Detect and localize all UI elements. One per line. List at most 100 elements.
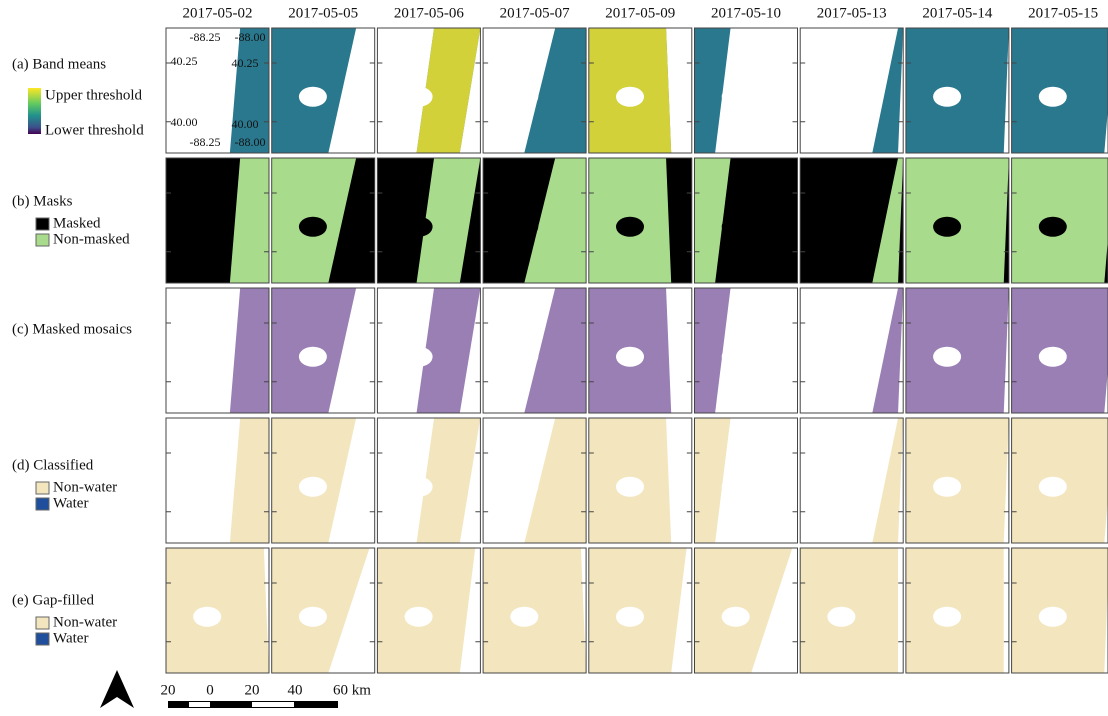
swath bbox=[166, 548, 269, 673]
panel-border bbox=[165, 547, 270, 674]
row-label: (b) Masks bbox=[12, 193, 73, 209]
swath bbox=[694, 28, 750, 153]
legend-label: Water bbox=[53, 495, 88, 511]
panel-border bbox=[905, 547, 1010, 674]
legend-label: Lower threshold bbox=[45, 122, 144, 138]
panel-border bbox=[588, 287, 693, 414]
swath bbox=[827, 28, 904, 153]
urban-area bbox=[510, 476, 539, 497]
legend-label: Non-masked bbox=[53, 231, 130, 247]
swath-area bbox=[524, 418, 587, 543]
panel-border bbox=[376, 27, 481, 154]
urban-area bbox=[933, 86, 962, 107]
swath-area bbox=[694, 158, 731, 283]
panel-border bbox=[799, 27, 904, 154]
urban-area bbox=[404, 476, 433, 497]
urban-area bbox=[616, 476, 644, 497]
urban-area bbox=[298, 476, 327, 497]
column-date: 2017-05-15 bbox=[1028, 5, 1098, 21]
urban-area bbox=[404, 346, 433, 367]
urban-area bbox=[827, 346, 856, 367]
legend-swatch bbox=[35, 481, 50, 495]
urban-area bbox=[933, 346, 962, 367]
swath-area bbox=[524, 158, 587, 283]
swath-area bbox=[229, 288, 269, 413]
urban-area bbox=[1038, 216, 1067, 237]
swath-area bbox=[524, 288, 587, 413]
coordinate-label: -88.25 bbox=[190, 135, 221, 149]
swath bbox=[510, 28, 587, 153]
urban-area bbox=[404, 606, 433, 627]
urban-area bbox=[193, 606, 222, 627]
swath bbox=[905, 418, 1009, 543]
urban-area bbox=[721, 86, 750, 107]
swath bbox=[800, 548, 899, 673]
swath bbox=[404, 158, 481, 283]
urban-area bbox=[616, 86, 644, 107]
coordinate-label: -88.00 bbox=[235, 30, 266, 44]
panel-border bbox=[165, 417, 270, 544]
panel-border bbox=[694, 27, 798, 154]
swath-area bbox=[694, 28, 731, 153]
north-arrow bbox=[100, 670, 134, 708]
swath bbox=[193, 28, 269, 153]
row-label: (d) Classified bbox=[12, 457, 94, 473]
column-date: 2017-05-07 bbox=[500, 5, 570, 21]
urban-area bbox=[298, 86, 327, 107]
labels: 2017-05-02 2017-05-05 2017-05-06 2017-05-07… bbox=[12, 5, 1098, 698]
swath bbox=[827, 158, 904, 283]
panel-border bbox=[482, 287, 587, 414]
panel-border bbox=[905, 417, 1010, 544]
panel-border bbox=[905, 287, 1010, 414]
panel-border bbox=[271, 287, 376, 414]
urban-area bbox=[1038, 476, 1067, 497]
swath bbox=[588, 158, 672, 283]
urban-area bbox=[193, 346, 222, 367]
swath bbox=[588, 418, 672, 543]
swath-area bbox=[229, 158, 269, 283]
column-date: 2017-05-06 bbox=[394, 5, 464, 21]
urban-area bbox=[510, 346, 539, 367]
panel-border bbox=[588, 417, 693, 544]
coordinate-label: -88.25 bbox=[190, 30, 221, 44]
column-date: 2017-05-09 bbox=[605, 5, 675, 21]
swath bbox=[1011, 548, 1108, 673]
panel-border bbox=[694, 287, 798, 414]
row-label: (c) Masked mosaics bbox=[12, 321, 132, 337]
panel-border bbox=[905, 27, 1010, 154]
scale-label: 20 bbox=[161, 682, 176, 698]
urban-area bbox=[510, 606, 539, 627]
urban-area bbox=[1038, 606, 1067, 627]
coordinate-label: -88.00 bbox=[235, 135, 266, 149]
urban-area bbox=[827, 86, 856, 107]
swath bbox=[588, 28, 672, 153]
legend-label: Upper threshold bbox=[45, 87, 143, 103]
panel-border bbox=[376, 287, 481, 414]
swath-area bbox=[872, 288, 904, 413]
panel-border bbox=[376, 157, 481, 284]
legend-label: Non-water bbox=[53, 614, 117, 630]
panel-border bbox=[799, 547, 904, 674]
swath bbox=[271, 28, 357, 153]
swath bbox=[510, 158, 587, 283]
swath bbox=[193, 288, 269, 413]
swath bbox=[694, 158, 750, 283]
panel-border bbox=[588, 157, 693, 284]
row-label: (e) Gap-filled bbox=[12, 592, 95, 608]
urban-area bbox=[827, 476, 856, 497]
swath bbox=[905, 548, 1004, 673]
swath bbox=[377, 548, 476, 673]
swath-area bbox=[229, 418, 269, 543]
urban-area bbox=[510, 86, 539, 107]
urban-area bbox=[1038, 86, 1067, 107]
swath-area bbox=[694, 288, 731, 413]
swath-area bbox=[872, 158, 904, 283]
swath-highlight bbox=[416, 28, 481, 153]
urban-area bbox=[193, 216, 222, 237]
coordinate-label: 40.00 bbox=[171, 115, 198, 129]
urban-area bbox=[721, 606, 750, 627]
swath bbox=[271, 418, 357, 543]
swath bbox=[271, 288, 357, 413]
swath-area bbox=[524, 28, 587, 153]
